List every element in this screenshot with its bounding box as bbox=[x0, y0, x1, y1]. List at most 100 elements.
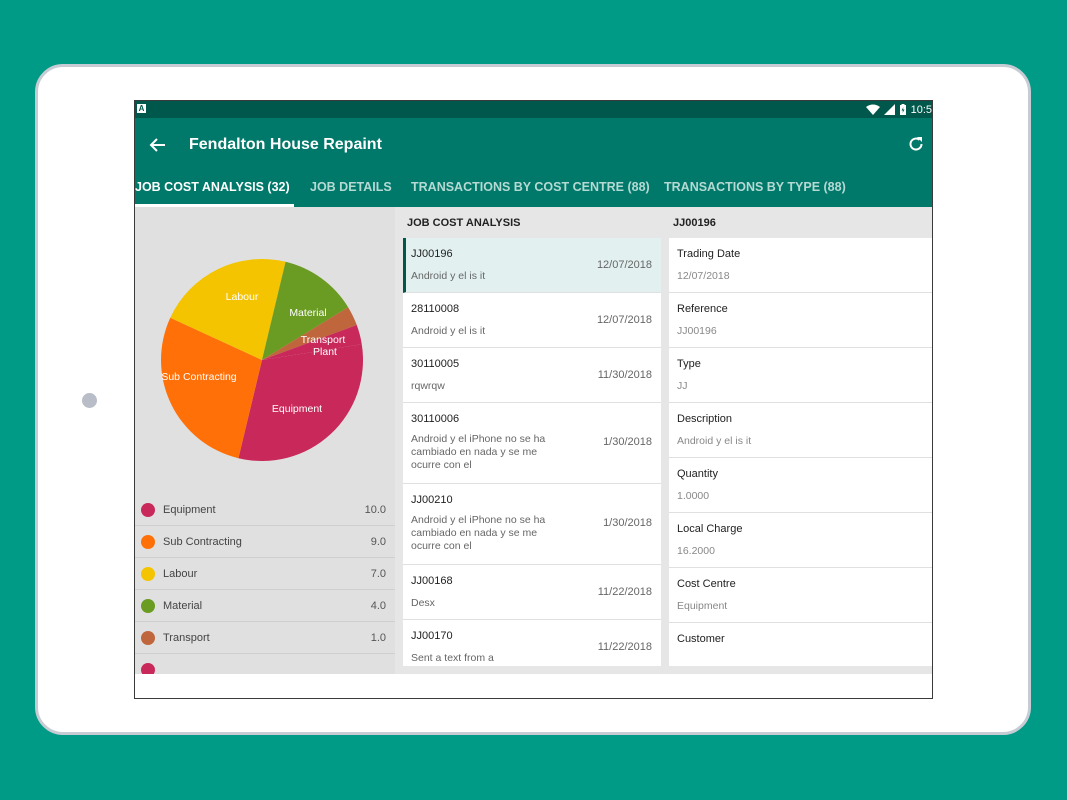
pie-slice-material[interactable] bbox=[262, 261, 349, 360]
pie-label-material: Material bbox=[289, 307, 326, 319]
detail-value: 1.0000 bbox=[677, 490, 710, 502]
detail-pane: JJ00196 Trading Date 12/07/2018 Reference J… bbox=[669, 207, 932, 674]
list-item-description: Sent a text from a bbox=[411, 652, 494, 664]
legend-label: Labour bbox=[163, 568, 198, 580]
pie-chart[interactable]: Equipment Sub Contracting Labour Material Tr… bbox=[157, 255, 367, 465]
list-item-description: Android y el iPhone no se ha cambiado en… bbox=[411, 514, 546, 552]
detail-row: Reference JJ00196 bbox=[669, 293, 932, 348]
legend-row[interactable]: Equipment 10.0 bbox=[135, 494, 395, 526]
list-item-description: Android y el is it bbox=[411, 325, 486, 337]
chart-legend: Equipment 10.0 Sub Contracting 9.0 Labour 7.0… bbox=[135, 494, 395, 674]
detail-label: Type bbox=[677, 358, 701, 370]
detail-value: Android y el is it bbox=[677, 435, 752, 447]
wifi-icon bbox=[865, 104, 880, 115]
list-item[interactable]: JJ00170 Sent a text from a 11/22/2018 bbox=[403, 620, 661, 666]
home-button[interactable] bbox=[82, 393, 97, 408]
list-item[interactable]: JJ00196 Android y el is it 12/07/2018 bbox=[403, 238, 661, 293]
pie-slice-sub-contracting[interactable] bbox=[161, 317, 262, 459]
legend-label: Material bbox=[163, 600, 203, 612]
detail-header: JJ00196 bbox=[673, 217, 716, 229]
chart-pane: Equipment Sub Contracting Labour Material Tr… bbox=[135, 207, 395, 674]
pie-slice-transport[interactable] bbox=[262, 307, 357, 360]
legend-value: 4.0 bbox=[370, 600, 386, 612]
list-item[interactable]: JJ00168 Desx 11/22/2018 bbox=[403, 565, 661, 620]
detail-label: Quantity bbox=[677, 468, 718, 480]
legend-row[interactable]: Material 4.0 bbox=[135, 590, 395, 622]
legend-value: 7.0 bbox=[370, 568, 386, 580]
battery-icon bbox=[899, 103, 906, 115]
detail-label: Trading Date bbox=[677, 248, 741, 260]
legend-row[interactable] bbox=[135, 654, 395, 674]
legend-color-dot bbox=[141, 599, 155, 613]
detail-label: Reference bbox=[677, 303, 728, 315]
list-item-date: 12/07/2018 bbox=[596, 259, 652, 271]
detail-row: Cost Centre Equipment bbox=[669, 568, 932, 623]
detail-list: Trading Date 12/07/2018 Reference JJ00196 Ty… bbox=[669, 238, 932, 666]
detail-value: JJ bbox=[677, 380, 688, 392]
legend-row[interactable]: Transport 1.0 bbox=[135, 622, 395, 654]
status-bar: A 10:5 bbox=[135, 101, 932, 118]
list-item[interactable]: 30110006 Android y el iPhone no se ha cam… bbox=[403, 403, 661, 484]
detail-row: Type JJ bbox=[669, 348, 932, 403]
list-item-date: 1/30/2018 bbox=[603, 436, 652, 448]
clock: 10:5 bbox=[910, 103, 932, 116]
list-item-code: 30110005 bbox=[411, 358, 460, 370]
tab-job-cost-analysis[interactable]: JOB COST ANALYSIS (32) bbox=[135, 177, 294, 207]
tab-transactions-by-cost-centre[interactable]: TRANSACTIONS BY COST CENTRE (88) bbox=[411, 180, 650, 194]
detail-row: Local Charge 16.2000 bbox=[669, 513, 932, 568]
job-list: JJ00196 Android y el is it 12/07/2018 28110… bbox=[403, 238, 661, 666]
content-area: Equipment Sub Contracting Labour Material Tr… bbox=[135, 207, 932, 674]
list-item-code: 30110006 bbox=[411, 413, 460, 425]
legend-row[interactable]: Labour 7.0 bbox=[135, 558, 395, 590]
list-item-date: 11/30/2018 bbox=[597, 369, 652, 381]
list-item-date: 12/07/2018 bbox=[596, 314, 652, 326]
detail-value: JJ00196 bbox=[677, 325, 717, 337]
detail-row: Description Android y el is it bbox=[669, 403, 932, 458]
detail-label: Description bbox=[677, 413, 733, 425]
legend-color-dot bbox=[141, 567, 155, 581]
list-item-code: JJ00170 bbox=[411, 630, 453, 642]
tab-job-details[interactable]: JOB DETAILS bbox=[310, 180, 392, 194]
list-item-description: Android y el is it bbox=[411, 270, 486, 282]
back-arrow-icon[interactable] bbox=[147, 134, 169, 156]
legend-color-dot bbox=[141, 535, 155, 549]
list-item[interactable]: 28110008 Android y el is it 12/07/2018 bbox=[403, 293, 661, 348]
list-item[interactable]: 30110005 rqwrqw 11/30/2018 bbox=[403, 348, 661, 403]
detail-row: Trading Date 12/07/2018 bbox=[669, 238, 932, 293]
list-item-description: rqwrqw bbox=[411, 380, 445, 392]
detail-value: 16.2000 bbox=[677, 545, 715, 557]
list-item[interactable]: JJ00210 Android y el iPhone no se ha camb… bbox=[403, 484, 661, 565]
pie-slice-equipment[interactable] bbox=[238, 344, 363, 461]
detail-label: Local Charge bbox=[677, 523, 743, 535]
legend-value: 1.0 bbox=[370, 632, 386, 644]
pie-slice-labour[interactable] bbox=[170, 259, 286, 360]
pie-label-equipment: Equipment bbox=[272, 403, 322, 415]
pie-slice-plant[interactable] bbox=[262, 325, 362, 360]
tab-transactions-by-type[interactable]: TRANSACTIONS BY TYPE (88) bbox=[664, 180, 846, 194]
list-item-code: JJ00196 bbox=[411, 248, 453, 260]
signal-icon bbox=[883, 104, 895, 115]
detail-row: Quantity 1.0000 bbox=[669, 458, 932, 513]
list-item-date: 11/22/2018 bbox=[597, 641, 652, 653]
list-item-date: 11/22/2018 bbox=[597, 586, 652, 598]
list-item-date: 1/30/2018 bbox=[603, 517, 652, 529]
legend-value: 10.0 bbox=[364, 504, 386, 516]
detail-value: 12/07/2018 bbox=[677, 270, 730, 282]
notification-icon: A bbox=[137, 104, 146, 113]
tab-bar: JOB COST ANALYSIS (32) JOB DETAILS TRANS… bbox=[135, 177, 846, 207]
list-item-description: Desx bbox=[411, 597, 435, 609]
legend-row[interactable]: Sub Contracting 9.0 bbox=[135, 526, 395, 558]
legend-label: Equipment bbox=[163, 504, 216, 516]
list-item-code: JJ00210 bbox=[411, 494, 453, 506]
list-item-description: Android y el iPhone no se ha cambiado en… bbox=[411, 433, 546, 471]
pie-label-sub-contracting: Sub Contracting bbox=[161, 371, 236, 383]
legend-label: Transport bbox=[163, 632, 210, 644]
pie-label-plant: Plant bbox=[313, 346, 337, 358]
detail-label: Cost Centre bbox=[677, 578, 736, 590]
page-title: Fendalton House Repaint bbox=[189, 136, 382, 153]
refresh-icon[interactable] bbox=[906, 134, 926, 154]
list-item-code: 28110008 bbox=[411, 303, 460, 315]
pie-label-labour: Labour bbox=[226, 291, 259, 303]
list-item-code: JJ00168 bbox=[411, 575, 453, 587]
legend-color-dot bbox=[141, 503, 155, 517]
